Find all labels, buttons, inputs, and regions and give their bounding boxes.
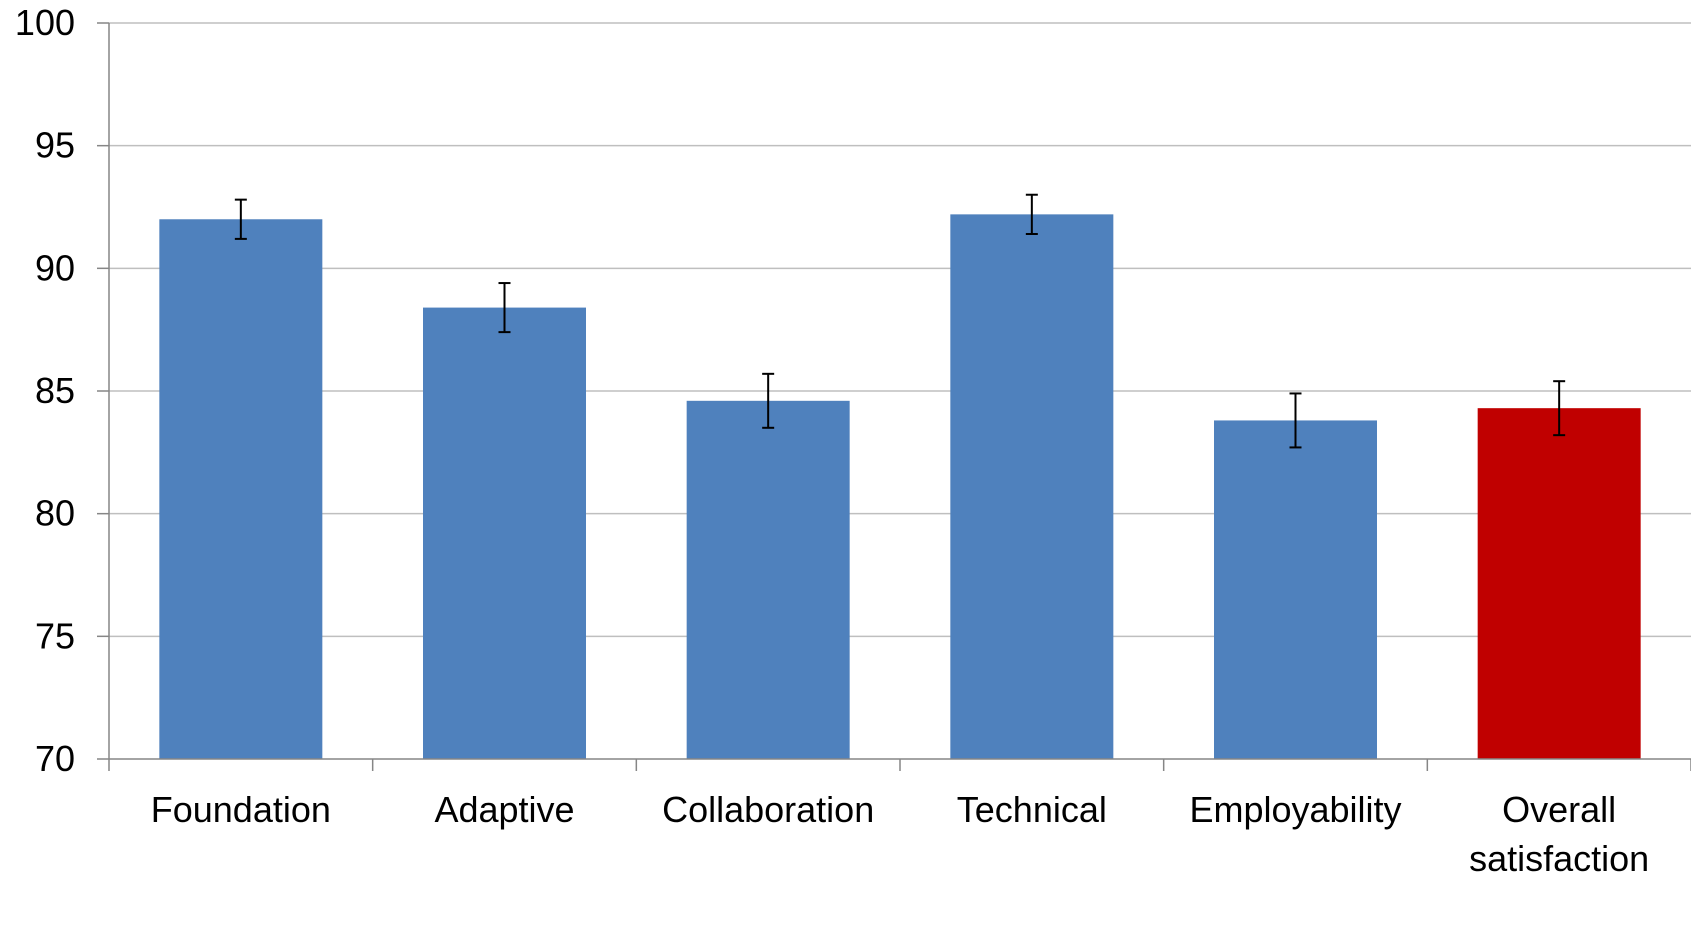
category-label-line: Adaptive bbox=[434, 789, 574, 830]
category-labels: Foundation Adaptive Collaboration Technical… bbox=[151, 789, 1649, 879]
category-label: Foundation bbox=[151, 789, 331, 830]
y-tick-label: 100 bbox=[15, 2, 75, 43]
bar-foundation bbox=[159, 219, 323, 759]
gridlines bbox=[109, 22, 1691, 638]
bar-technical bbox=[950, 214, 1114, 760]
category-label: Adaptive bbox=[434, 789, 574, 830]
axes bbox=[97, 22, 1691, 771]
y-tick-label: 75 bbox=[35, 615, 75, 656]
bar-employability bbox=[1214, 420, 1377, 759]
y-tick-label: 70 bbox=[35, 738, 75, 779]
error-bars bbox=[234, 193, 1566, 449]
category-label-line: Employability bbox=[1189, 789, 1401, 830]
category-label: Technical bbox=[957, 789, 1107, 830]
error-bar bbox=[1025, 193, 1038, 235]
y-tick-label: 85 bbox=[35, 370, 75, 411]
error-bar bbox=[498, 282, 511, 334]
category-label: Employability bbox=[1189, 789, 1401, 830]
y-tick-label: 90 bbox=[35, 247, 75, 288]
error-bar bbox=[1289, 392, 1302, 449]
category-label-line: Collaboration bbox=[662, 789, 874, 830]
bar-collaboration bbox=[686, 400, 850, 759]
category-label-line: Technical bbox=[957, 789, 1107, 830]
y-tick-labels: 70 75 80 85 90 95 100 bbox=[15, 2, 75, 779]
y-tick-label: 95 bbox=[35, 125, 75, 166]
error-bar bbox=[234, 198, 247, 240]
category-label: Overall satisfaction bbox=[1469, 789, 1649, 879]
category-label-line: Foundation bbox=[151, 789, 331, 830]
category-label-line: satisfaction bbox=[1469, 838, 1649, 879]
bar-overall-satisfaction bbox=[1477, 408, 1641, 759]
category-label: Collaboration bbox=[662, 789, 874, 830]
y-tick-label: 80 bbox=[35, 493, 75, 534]
error-bar bbox=[1553, 380, 1566, 437]
bars bbox=[159, 214, 1641, 760]
error-bar bbox=[762, 372, 775, 429]
bar-adaptive bbox=[423, 307, 586, 759]
category-label-line: Overall bbox=[1502, 789, 1616, 830]
